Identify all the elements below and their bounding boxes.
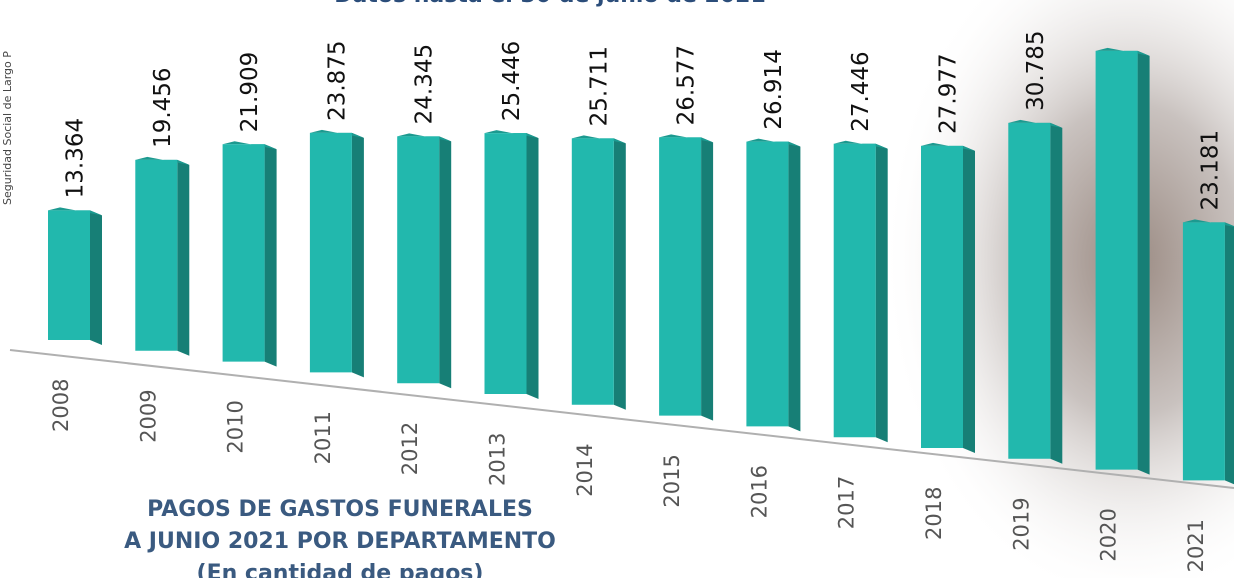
- bar-face: [309, 129, 364, 138]
- data-label: 27.977: [936, 53, 962, 133]
- bar-face: [1224, 222, 1234, 485]
- caption: (En cantidad de pagos): [197, 561, 484, 578]
- bar: [1182, 219, 1234, 485]
- x-tick-label: 2017: [835, 476, 859, 529]
- bar: [222, 141, 277, 367]
- baseline: [9, 349, 1234, 489]
- bar: [1008, 119, 1063, 464]
- bar-face: [921, 142, 975, 151]
- bar-face: [222, 141, 277, 150]
- x-tick-label: 2008: [49, 379, 73, 432]
- bar-face: [1095, 47, 1150, 56]
- data-label: 26.914: [761, 49, 787, 129]
- bar-face: [1008, 122, 1051, 459]
- bar-face: [571, 138, 614, 405]
- chart-title: Datos hasta el 30 de junio de 2021: [334, 0, 766, 8]
- bar: [309, 129, 364, 378]
- bar-face: [484, 130, 539, 139]
- bar-face: [484, 133, 527, 394]
- x-tick-label: 2015: [660, 454, 684, 507]
- bar-face: [833, 143, 876, 438]
- bar: [397, 133, 452, 389]
- bar-face: [222, 144, 265, 362]
- bar-face: [659, 134, 714, 143]
- caption: PAGOS DE GASTOS FUNERALES: [147, 497, 533, 522]
- bar-face: [921, 145, 963, 449]
- bar-face: [1182, 222, 1225, 481]
- bar-face: [439, 136, 452, 389]
- x-tick-label: 2011: [311, 411, 335, 464]
- x-tick-label: 2021: [1184, 519, 1208, 572]
- data-label: 27.446: [848, 51, 874, 131]
- bar-face: [264, 144, 277, 367]
- bar-face: [397, 136, 440, 384]
- bar-face: [875, 143, 888, 443]
- x-tick-label: 2018: [922, 487, 946, 540]
- bar: [921, 142, 975, 454]
- bar-face: [1182, 219, 1234, 227]
- bar: [135, 156, 190, 356]
- bar-face: [613, 138, 626, 410]
- bar-face: [177, 159, 190, 356]
- bar: [484, 130, 539, 399]
- x-tick-label: 2013: [486, 433, 510, 486]
- bar-face: [1137, 50, 1150, 475]
- data-label: 25.711: [586, 46, 612, 126]
- bar: [746, 138, 801, 432]
- bar-face: [135, 156, 190, 165]
- x-tick-label: 2010: [224, 400, 248, 453]
- x-tick-label: 2014: [573, 443, 597, 496]
- x-tick-label: 2012: [398, 422, 422, 475]
- bar-face: [746, 138, 801, 147]
- bar-face: [309, 132, 352, 373]
- bar-face: [90, 210, 102, 345]
- bar: [659, 134, 714, 421]
- bar-face: [701, 137, 714, 421]
- data-label: 24.345: [412, 44, 438, 124]
- data-label: 23.181: [1197, 130, 1223, 210]
- data-label: 23.875: [324, 40, 350, 120]
- data-label: 13.364: [63, 118, 89, 198]
- side-text: Seguridad Social de Largo P: [1, 51, 14, 205]
- caption: A JUNIO 2021 POR DEPARTAMENTO: [124, 529, 556, 554]
- bar-face: [1095, 50, 1138, 470]
- x-tick-label: 2016: [747, 465, 771, 518]
- bar-face: [135, 159, 178, 351]
- data-label: 26.577: [674, 45, 700, 125]
- bar-face: [963, 145, 975, 454]
- bar-face: [659, 137, 702, 416]
- bar-face: [48, 207, 102, 216]
- x-tick-label: 2020: [1097, 508, 1121, 561]
- bar-face: [1008, 119, 1063, 128]
- bar-face: [746, 141, 789, 427]
- data-label: 19.456: [150, 67, 176, 147]
- x-tick-label: 2019: [1009, 497, 1033, 550]
- bar-face: [351, 132, 364, 378]
- bar-face: [1050, 122, 1063, 464]
- bar: [571, 135, 626, 410]
- bar: [833, 140, 888, 443]
- x-tick-label: 2009: [136, 389, 160, 442]
- bar-face: [833, 140, 888, 149]
- data-label: 30.785: [1023, 30, 1049, 110]
- bar-face: [397, 133, 452, 142]
- data-label: 25.446: [499, 41, 525, 121]
- data-label: 21.909: [237, 52, 263, 132]
- bar-face: [571, 135, 626, 144]
- bar-face: [788, 141, 801, 432]
- bar-face: [48, 210, 90, 340]
- bar: [1095, 47, 1150, 475]
- bar-face: [526, 133, 539, 399]
- bar: [48, 207, 102, 345]
